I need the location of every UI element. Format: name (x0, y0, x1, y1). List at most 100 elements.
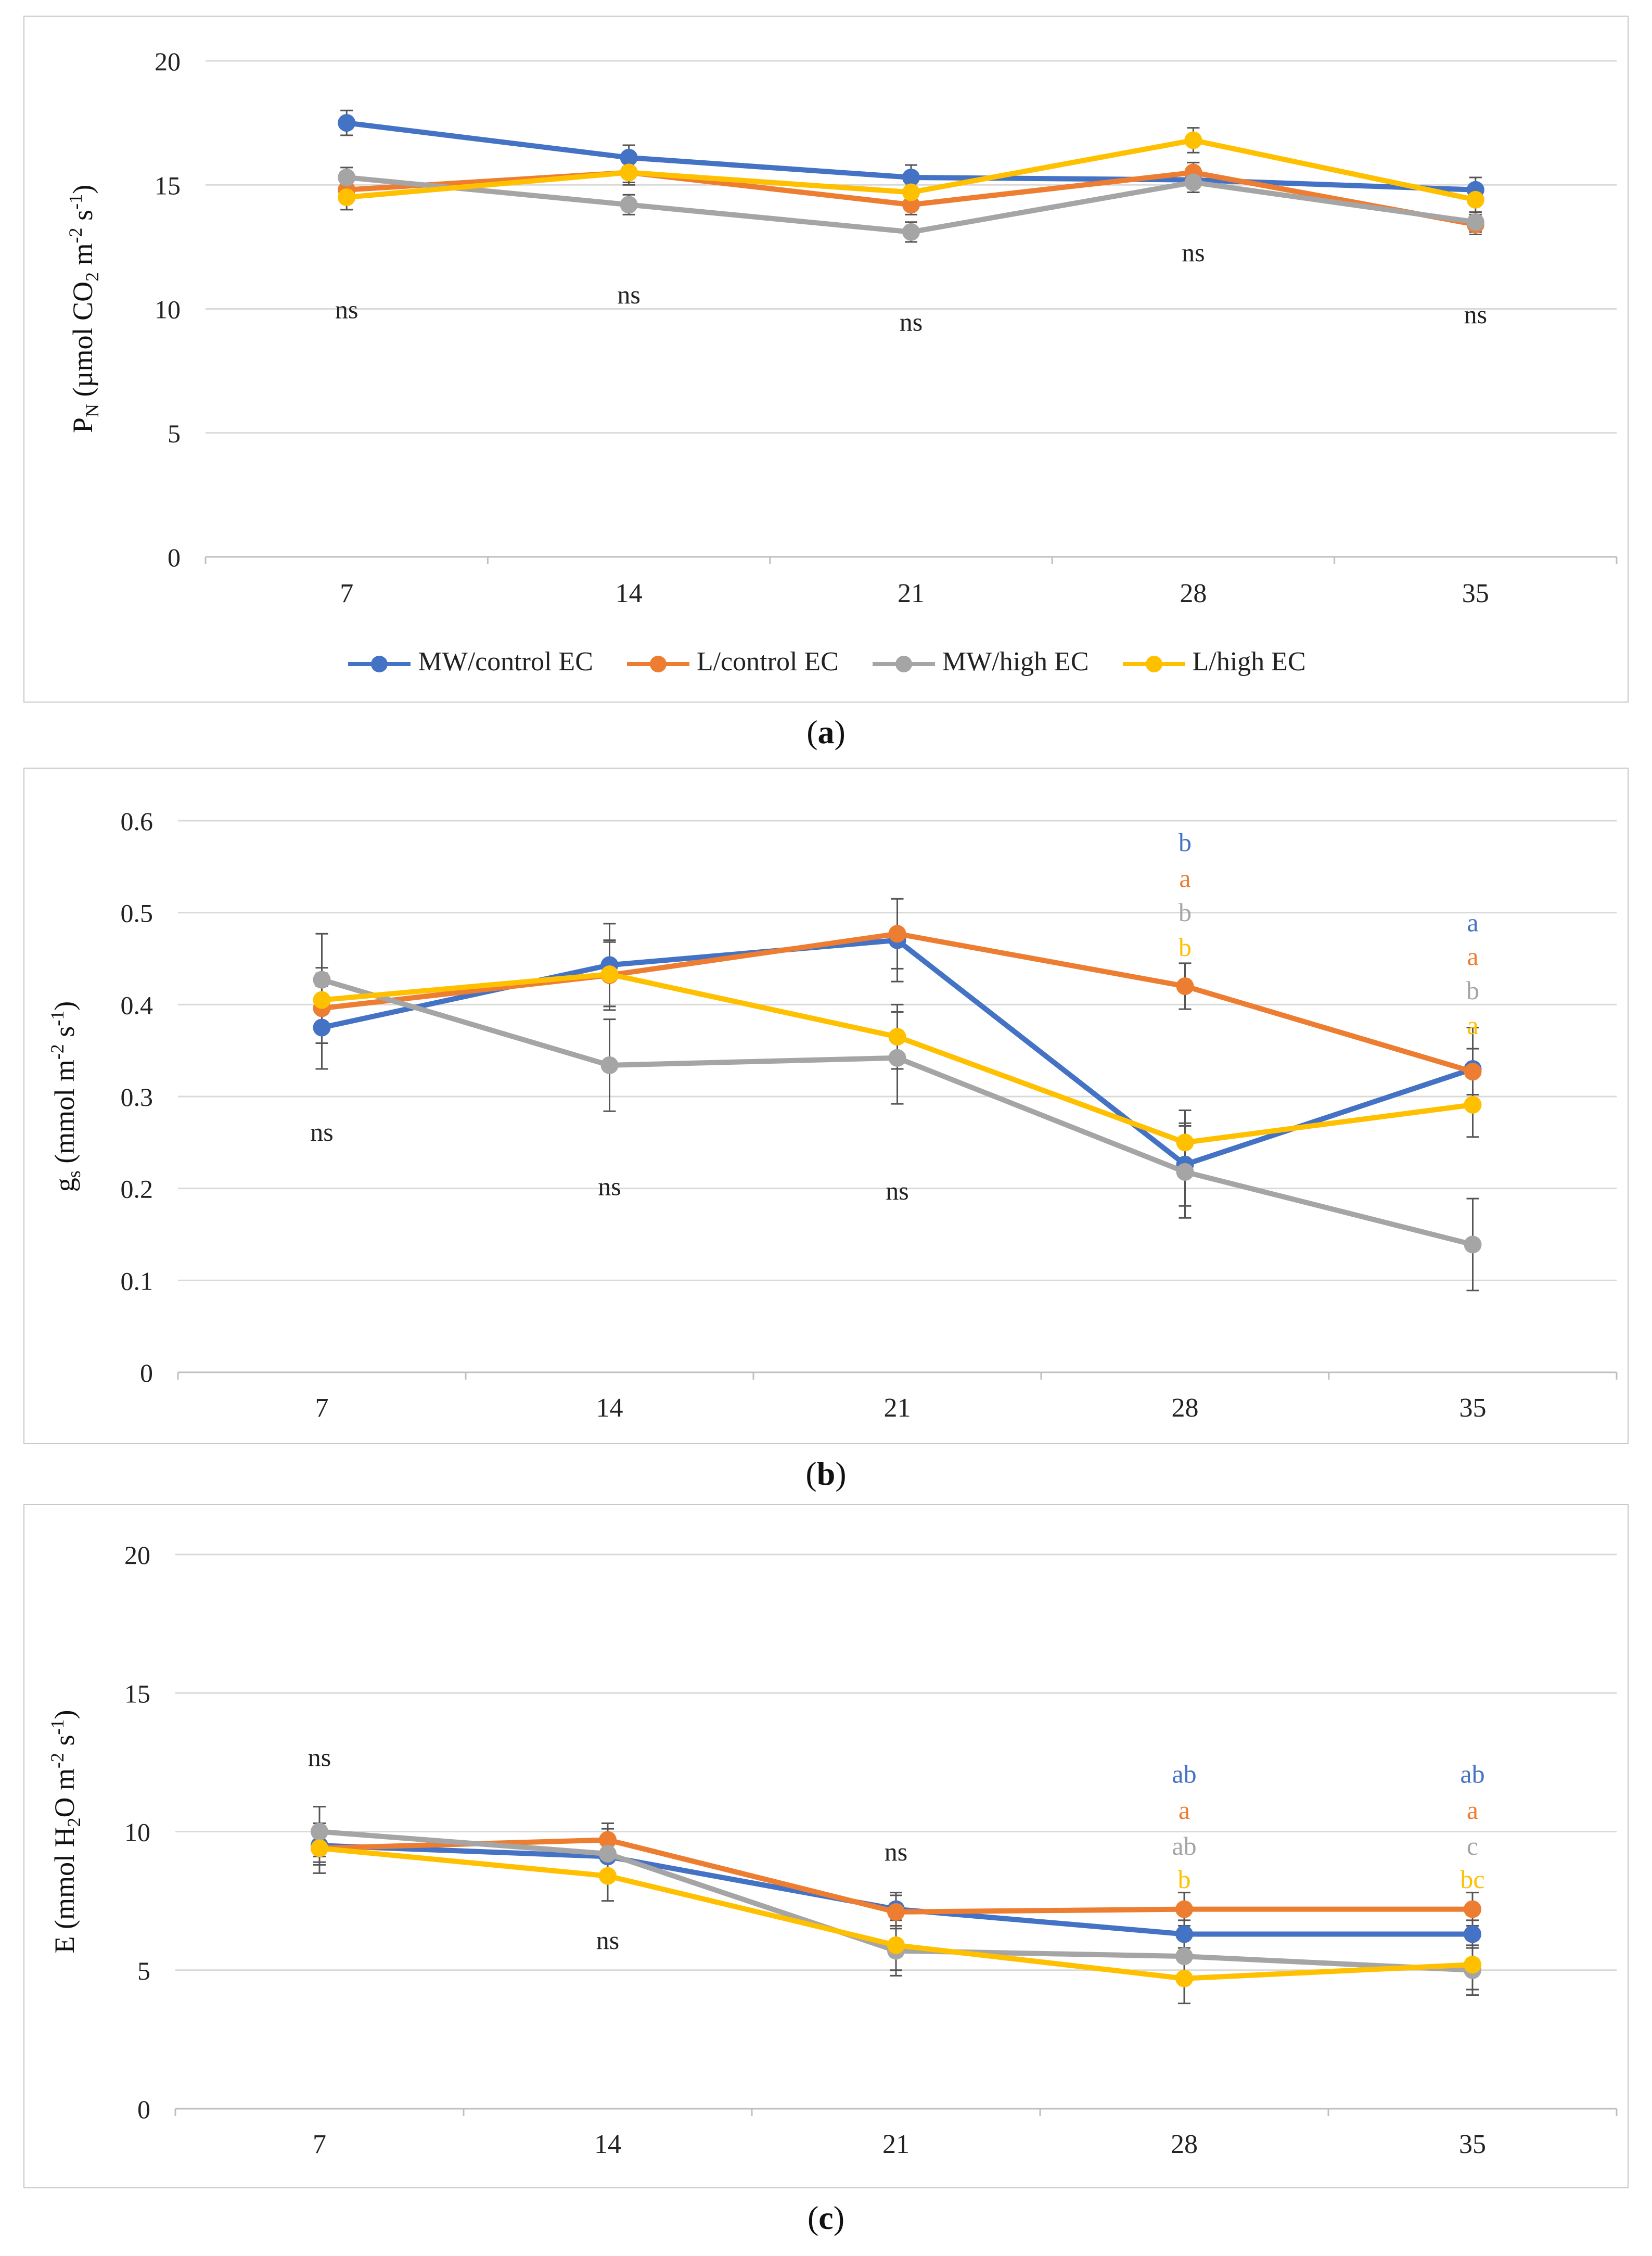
chart-b-ytick-label: 0.5 (121, 899, 153, 928)
chart-a-point-l-high-ec (1184, 131, 1202, 149)
chart-a-annotation: ns (1182, 238, 1205, 267)
chart-legend: MW/control EC L/control EC MW/high EC L/… (24, 644, 1630, 677)
chart-b-annotation: b (1179, 828, 1192, 857)
chart-c-point-l-high-ec (1175, 1969, 1193, 1987)
chart-b-ytick-label: 0.1 (121, 1266, 153, 1295)
chart-c-point-mw-control-ec (1464, 1925, 1481, 1943)
chart-a-ytick-label: 10 (155, 295, 181, 324)
chart-c-ytick-label: 0 (137, 2095, 150, 2124)
chart-a-ytick-label: 5 (168, 419, 181, 448)
chart-c-annotation: ab (1172, 1760, 1196, 1789)
chart-a-point-mw-high-ec (620, 196, 638, 214)
chart-b-ytick-label: 0.3 (121, 1082, 153, 1112)
chart-a-annotation: ns (617, 280, 640, 309)
chart-a-annotation: ns (335, 295, 358, 324)
chart-b-ytick-label: 0.6 (121, 807, 153, 836)
chart-panel-b: 0 0.1 0.2 0.3 0.4 0.5 0.6 7 14 21 28 35 gs (mmol m-2… (23, 768, 1629, 1444)
chart-a-annotation: ns (1464, 300, 1487, 329)
chart-c-annotation: ab (1460, 1760, 1484, 1789)
chart-b-point-mw-high-ec (1464, 1235, 1482, 1254)
legend-swatch-mw-high (872, 654, 935, 674)
chart-c-annotation: ns (885, 1837, 907, 1866)
chart-c-point-l-control-ec (1464, 1900, 1481, 1918)
chart-b-point-l-high-ec (313, 991, 331, 1009)
chart-c-point-l-high-ec (311, 1839, 328, 1857)
chart-c-xtick-label: 21 (882, 2130, 910, 2159)
chart-a-point-mw-high-ec (338, 168, 356, 186)
legend-item-mw-control: MW/control EC (348, 646, 593, 677)
chart-b-point-mw-control-ec (313, 1018, 331, 1037)
chart-c-annotation: a (1467, 1795, 1478, 1825)
chart-c-point-mw-high-ec (1175, 1947, 1193, 1966)
caption-a: (a) (806, 713, 846, 750)
chart-c-xtick-label: 14 (594, 2130, 621, 2159)
chart-c-ytick-label: 5 (137, 1956, 150, 1985)
chart-b-point-mw-high-ec (1176, 1163, 1194, 1181)
chart-b-xtick-label: 14 (596, 1393, 623, 1423)
legend-label-l-control: L/control EC (696, 646, 839, 677)
chart-a-ytick-label: 20 (155, 47, 181, 76)
chart-c-y-axis-label: E (mmol H2O m-2 s-1) (47, 1710, 84, 1954)
chart-c-xtick-label: 7 (313, 2130, 326, 2159)
chart-b-y-axis-label: gs (mmol m-2 s-1) (47, 1001, 84, 1192)
chart-a-ytick-label: 15 (155, 171, 181, 200)
chart-b-ytick-label: 0.4 (121, 990, 153, 1019)
legend-swatch-l-control (626, 654, 689, 674)
chart-a-point-mw-control-ec (902, 168, 920, 186)
chart-b-xtick-label: 21 (884, 1393, 911, 1423)
chart-a-point-l-high-ec (620, 163, 638, 182)
chart-b-annotation: b (1466, 976, 1479, 1005)
chart-a-point-mw-high-ec (902, 223, 920, 241)
chart-c: 0 5 10 15 20 7 14 21 28 35 E (mmol H2O m-2 s-1) ns n… (47, 1540, 1618, 2159)
chart-c-annotation: ab (1172, 1831, 1196, 1860)
legend-label-l-high: L/high EC (1192, 646, 1306, 677)
chart-a-xtick-label: 35 (1462, 579, 1489, 608)
chart-c-point-l-control-ec (1175, 1900, 1193, 1918)
chart-b-annotation: a (1179, 864, 1190, 893)
caption-c: (c) (807, 2199, 845, 2236)
chart-b-xtick-label: 28 (1172, 1393, 1199, 1423)
chart-b-point-l-control-ec (1464, 1063, 1482, 1081)
chart-b-point-l-high-ec (1464, 1095, 1482, 1114)
legend-item-mw-high: MW/high EC (872, 646, 1089, 677)
chart-c-point-mw-high-ec (599, 1845, 617, 1863)
chart-c-annotation: a (1179, 1795, 1190, 1825)
chart-b: 0 0.1 0.2 0.3 0.4 0.5 0.6 7 14 21 28 35 gs (mmol m-2… (47, 807, 1618, 1423)
chart-a-point-mw-high-ec (1184, 173, 1202, 192)
legend-item-l-high: L/high EC (1122, 646, 1306, 677)
chart-a-xtick-label: 21 (898, 579, 925, 608)
chart-b-annotation: ns (310, 1117, 333, 1146)
chart-c-gridlines (175, 1553, 1617, 2110)
chart-c-annotation: ns (596, 1926, 619, 1955)
chart-b-point-l-control-ec (1176, 977, 1194, 995)
chart-panel-a: 0 5 10 15 20 7 14 21 28 35 PN (µmol CO2 m-2 s-1) ns… (23, 16, 1629, 703)
chart-c-annotation: b (1178, 1865, 1191, 1894)
chart-c-ytick-label: 10 (124, 1818, 150, 1847)
chart-panel-c: 0 5 10 15 20 7 14 21 28 35 E (mmol H2O m-2 s-1) ns n… (23, 1504, 1629, 2188)
chart-b-xtick-label: 7 (315, 1393, 329, 1423)
chart-b-ytick-label: 0 (140, 1358, 153, 1387)
chart-b-error-bars (315, 898, 1479, 1292)
chart-c-point-l-high-ec (887, 1936, 905, 1954)
chart-c-point-l-high-ec (1464, 1956, 1481, 1974)
chart-b-ytick-label: 0.2 (121, 1175, 153, 1204)
chart-b-point-l-high-ec (600, 965, 619, 984)
chart-b-annotation: ns (886, 1176, 908, 1205)
chart-c-xtick-label: 35 (1459, 2130, 1486, 2159)
chart-c-point-l-control-ec (887, 1903, 905, 1921)
chart-a: 0 5 10 15 20 7 14 21 28 35 PN (µmol CO2 m-2 s-1) ns… (65, 47, 1618, 608)
chart-c-point-mw-high-ec (311, 1822, 328, 1841)
chart-a-xtick-label: 28 (1180, 579, 1207, 608)
chart-b-annotation: a (1467, 1011, 1478, 1040)
chart-c-point-l-control-ec (599, 1831, 617, 1849)
chart-a-y-axis-label: PN (µmol CO2 m-2 s-1) (65, 185, 103, 433)
chart-a-ytick-label: 0 (168, 543, 181, 572)
legend-label-mw-control: MW/control EC (418, 646, 593, 677)
chart-a-xtick-label: 7 (340, 579, 353, 608)
chart-b-annotation: a (1467, 942, 1478, 971)
chart-c-point-mw-control-ec (1175, 1925, 1193, 1943)
chart-a-point-mw-control-ec (620, 148, 638, 167)
caption-b: (b) (805, 1455, 847, 1492)
chart-b-annotation: a (1467, 908, 1478, 937)
legend-label-mw-high: MW/high EC (942, 646, 1089, 677)
